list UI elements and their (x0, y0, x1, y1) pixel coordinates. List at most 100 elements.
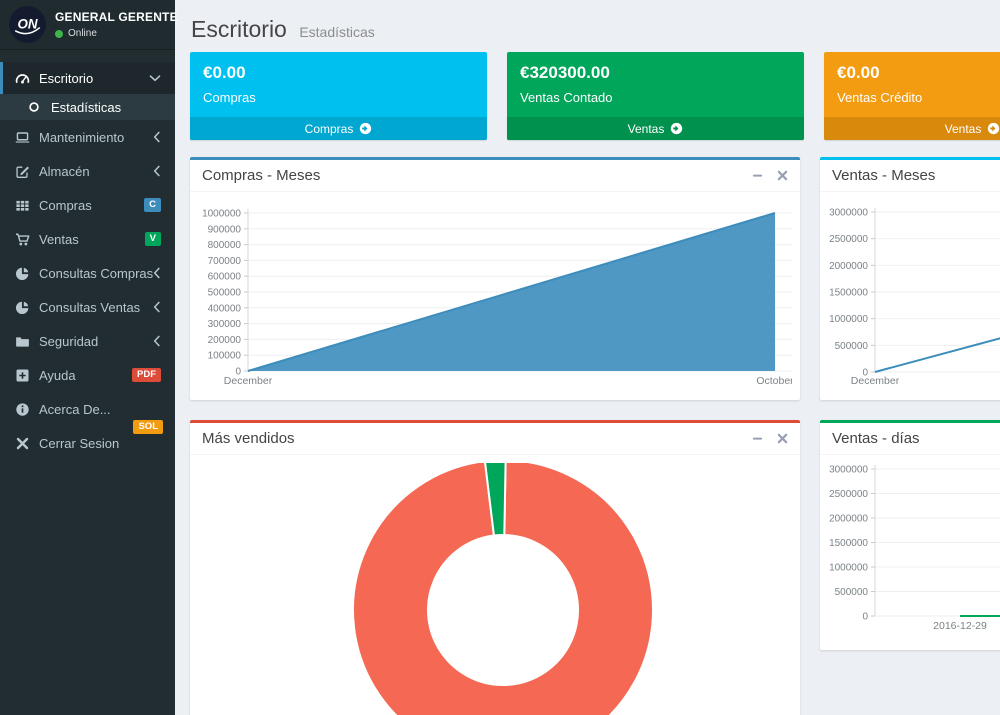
sidebar-item-label: Escritorio (39, 70, 94, 86)
sidebar-item-label: Acerca De... (39, 401, 111, 417)
sidebar-item-label: Cerrar Sesion (39, 435, 120, 451)
laptop-icon (14, 129, 30, 145)
svg-text:3000000: 3000000 (829, 465, 868, 476)
sidebar-item-estadisticas[interactable]: Estadísticas (0, 94, 175, 120)
collapse-icon[interactable] (752, 170, 763, 181)
svg-text:400000: 400000 (208, 303, 242, 314)
svg-text:3000000: 3000000 (829, 208, 868, 219)
page-subtitle: Estadísticas (299, 24, 375, 40)
arrow-circle-right-icon (988, 122, 1000, 135)
sidebar-item-label: Seguridad (39, 333, 99, 349)
info-circle-icon (14, 401, 30, 417)
badge: V (144, 232, 161, 246)
svg-text:2000000: 2000000 (829, 514, 868, 525)
edit-icon (14, 163, 30, 179)
stat-label: Ventas Contado (520, 90, 613, 105)
page-header: Escritorio Estadísticas (191, 16, 375, 43)
svg-text:1000000: 1000000 (829, 314, 868, 325)
stat-box-ventas-credito: €0.00 Ventas Crédito Ventas (824, 52, 1000, 140)
sidebar-item-almacen[interactable]: Almacén (0, 154, 175, 188)
svg-text:2000000: 2000000 (829, 261, 868, 272)
ventas-meses-chart: 0 500000 1000000 1500000 2000000 2500000 30000… (829, 208, 1000, 387)
sidebar-menu: Escritorio Estadísticas Mantenimiento (0, 62, 175, 460)
folder-icon (14, 333, 30, 349)
stat-label: Ventas Crédito (837, 90, 923, 105)
svg-text:700000: 700000 (208, 256, 242, 267)
panel-ventas-dias: Ventas - días 0 500000 1000000 1500000 20000… (820, 420, 1000, 650)
svg-text:1000000: 1000000 (829, 563, 868, 574)
sidebar-item-label: Mantenimiento (39, 129, 125, 145)
panel-header: Ventas - Meses (820, 160, 1000, 192)
sidebar-item-mantenimiento[interactable]: Mantenimiento (0, 120, 175, 154)
sidebar-item-label: Ayuda (39, 367, 76, 383)
circle-o-icon (26, 99, 42, 115)
svg-text:2500000: 2500000 (829, 489, 868, 500)
badge: C (144, 198, 161, 212)
svg-text:October: October (756, 375, 792, 387)
panel-mas-vendidos: Más vendidos (190, 420, 800, 715)
stat-value: €0.00 (203, 63, 246, 82)
stat-value: €320300.00 (520, 63, 610, 82)
panel-compras-meses: Compras - Meses 0 100000 200000 300000 40000… (190, 157, 800, 400)
sidebar-item-label: Compras (39, 197, 92, 213)
stat-value: €0.00 (837, 63, 880, 82)
panel-header: Compras - Meses (190, 160, 800, 192)
sidebar-item-ventas[interactable]: Ventas V (0, 222, 175, 256)
sidebar-item-label: Consultas Ventas (39, 299, 141, 315)
sidebar-item-label: Consultas Compras (39, 265, 153, 281)
cart-icon (14, 231, 30, 247)
stat-box-compras: €0.00 Compras Compras (190, 52, 487, 140)
stat-footer-label: Ventas (944, 121, 982, 136)
close-icon[interactable] (777, 433, 788, 444)
chevron-left-icon (153, 267, 160, 279)
avatar: ON (9, 6, 46, 43)
sidebar-item-seguridad[interactable]: Seguridad (0, 324, 175, 358)
panel-ventas-meses: Ventas - Meses 0 500000 1000000 1500000 2000… (820, 157, 1000, 400)
badge: PDF (132, 368, 161, 382)
chevron-left-icon (153, 301, 160, 313)
sidebar-item-acerca-de[interactable]: Acerca De... (0, 392, 175, 426)
svg-text:0: 0 (862, 368, 868, 379)
stat-footer-link-ventas[interactable]: Ventas (507, 117, 804, 140)
stat-footer-link-compras[interactable]: Compras (190, 117, 487, 140)
chevron-left-icon (153, 131, 160, 143)
svg-text:1000000: 1000000 (202, 209, 241, 220)
sidebar-item-consultas-ventas[interactable]: Consultas Ventas (0, 290, 175, 324)
content-area: Escritorio Estadísticas €0.00 Compras Co… (175, 0, 1000, 715)
svg-text:200000: 200000 (208, 335, 242, 346)
sidebar-item-ayuda[interactable]: Ayuda PDF (0, 358, 175, 392)
collapse-icon[interactable] (752, 433, 763, 444)
user-panel: ON GENERAL GERENTE Online (0, 0, 178, 50)
panel-title: Ventas - días (832, 430, 920, 447)
svg-text:2500000: 2500000 (829, 234, 868, 245)
mas-vendidos-donut-chart (352, 459, 654, 715)
compras-meses-chart: 0 100000 200000 300000 400000 500000 600000 700… (202, 209, 794, 388)
svg-text:0: 0 (235, 367, 241, 378)
svg-text:2016-12-29: 2016-12-29 (933, 620, 987, 632)
page-title: Escritorio (191, 16, 287, 42)
online-status-icon (55, 29, 63, 38)
dashboard-icon (14, 70, 30, 86)
sidebar-item-compras[interactable]: Compras C (0, 188, 175, 222)
sidebar-item-cerrar-sesion[interactable]: Cerrar Sesion SOL (0, 420, 175, 460)
svg-text:500000: 500000 (835, 587, 869, 598)
arrow-circle-right-icon (360, 122, 372, 135)
pie-chart-icon (14, 265, 30, 281)
svg-text:1500000: 1500000 (829, 288, 868, 299)
sidebar-item-escritorio[interactable]: Escritorio (0, 62, 175, 94)
panel-title: Ventas - Meses (832, 167, 936, 184)
stat-footer-link-ventas-credito[interactable]: Ventas (824, 117, 1000, 140)
sidebar-item-consultas-compras[interactable]: Consultas Compras (0, 256, 175, 290)
panel-header: Ventas - días (820, 423, 1000, 455)
svg-text:0: 0 (862, 612, 868, 623)
sidebar-item-label: Almacén (39, 163, 90, 179)
svg-text:900000: 900000 (208, 224, 242, 235)
grid-icon (14, 197, 30, 213)
sidebar-item-label: Estadísticas (51, 99, 122, 115)
svg-text:300000: 300000 (208, 319, 242, 330)
arrow-circle-right-icon (671, 122, 683, 135)
sidebar-item-label: Ventas (39, 231, 79, 247)
badge: SOL (133, 420, 163, 434)
user-name: GENERAL GERENTE (55, 10, 178, 24)
close-icon[interactable] (777, 170, 788, 181)
